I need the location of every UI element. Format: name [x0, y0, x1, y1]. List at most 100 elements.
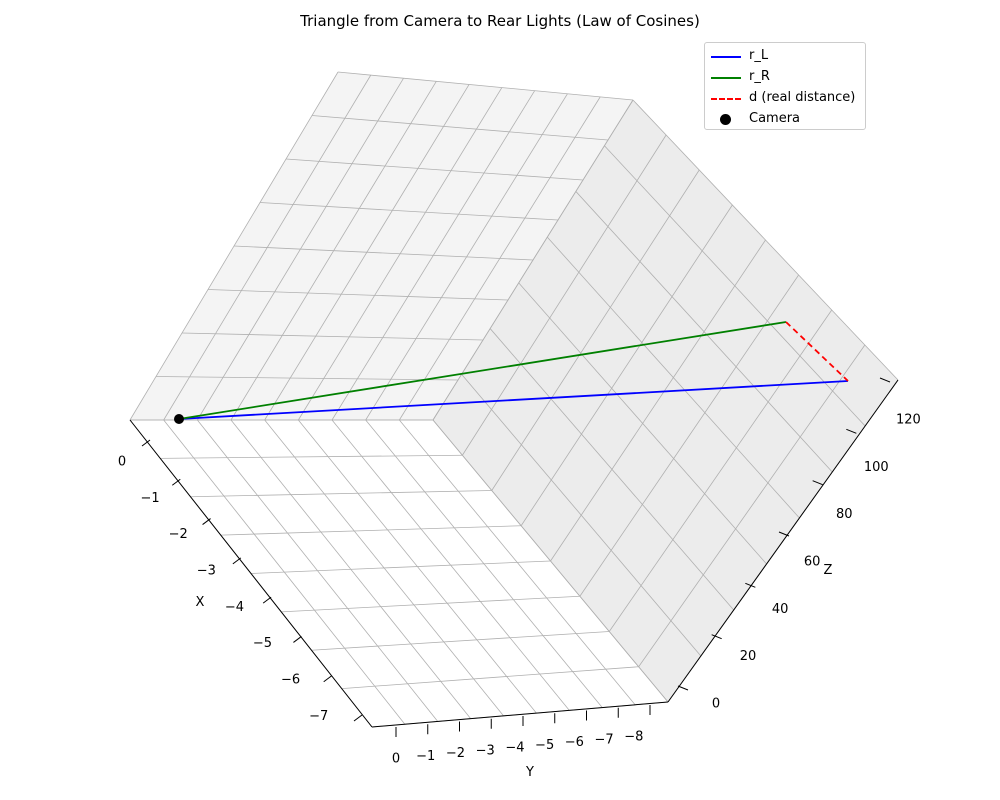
grid-line — [489, 328, 735, 611]
legend-line-swatch — [711, 56, 741, 58]
x-tick-label: −5 — [253, 636, 272, 651]
x-tick-label: −6 — [281, 672, 300, 687]
y-tick-label: 0 — [392, 752, 400, 767]
grid-line — [281, 595, 580, 613]
grid-line — [297, 87, 503, 421]
grid-line — [160, 454, 463, 459]
y-tick-label: −4 — [505, 741, 524, 756]
grid-line — [196, 78, 404, 421]
legend-label: d (real distance) — [749, 90, 856, 105]
grid-line — [632, 99, 899, 381]
series-d-line — [785, 321, 849, 382]
grid-line — [230, 419, 471, 719]
y-tick-label: −8 — [624, 730, 643, 745]
legend-label: r_L — [749, 48, 769, 63]
grid-line — [518, 282, 767, 565]
grid-line — [259, 202, 559, 221]
x-tick-label: −4 — [225, 600, 244, 615]
z-tick-label: 60 — [804, 555, 821, 570]
grid-line — [250, 560, 551, 574]
grid-line — [220, 525, 522, 536]
pane-back-right — [433, 100, 898, 702]
grid-line — [163, 74, 372, 421]
gridlines — [129, 71, 899, 728]
legend-line-swatch — [711, 77, 741, 79]
grid-line — [331, 90, 536, 421]
grid-line — [575, 191, 833, 473]
grid-line — [163, 419, 406, 725]
grid-line — [398, 96, 601, 421]
grid-line — [337, 71, 634, 101]
tick-mark — [202, 518, 211, 525]
z-tick-label: 80 — [836, 507, 853, 522]
grid-line — [341, 666, 639, 690]
grid-line — [546, 236, 800, 519]
tick-marks — [141, 377, 891, 737]
z-tick-label: 40 — [772, 602, 789, 617]
z-axis-line — [667, 379, 899, 703]
grid-line — [491, 169, 700, 491]
grid-line — [365, 93, 568, 421]
grid-line — [233, 245, 534, 261]
z-tick-label: 0 — [712, 697, 720, 712]
series-r-l-line — [178, 380, 849, 420]
x-tick-label: −7 — [309, 709, 328, 724]
y-tick-label: −1 — [416, 749, 435, 764]
grid-line — [365, 419, 603, 708]
grid-line — [311, 631, 610, 651]
legend-item: d (real distance) — [705, 89, 865, 109]
x-tick-label: −2 — [169, 527, 188, 542]
legend-label: Camera — [749, 111, 801, 126]
legend-item: r_R — [705, 68, 865, 88]
grid-line — [190, 490, 492, 498]
tick-mark — [232, 557, 242, 565]
tick-mark — [846, 428, 857, 434]
y-tick-label: −3 — [476, 743, 495, 758]
grid-line — [331, 419, 570, 711]
grid-line — [207, 289, 509, 301]
tick-labels: 0 −1 −2 −3 −4 −5 −6 −7 0 −1 −2 −3 −4 −5 −6 −7 −8 0 20 40 60 8… — [118, 413, 921, 767]
grid-line — [311, 115, 609, 141]
x-axis-label: X — [196, 595, 205, 610]
tick-mark — [879, 377, 891, 383]
legend-line-swatch — [711, 98, 741, 100]
z-tick-label: 20 — [740, 649, 757, 664]
grid-line — [608, 309, 833, 632]
grid-line — [461, 374, 702, 657]
grid-line — [520, 204, 733, 526]
legend-label: r_R — [749, 69, 770, 84]
series-r-r-line — [178, 321, 787, 420]
x-tick-label: −3 — [197, 563, 216, 578]
camera-marker — [174, 414, 184, 424]
grid-line — [579, 274, 799, 597]
y-tick-label: −6 — [565, 735, 584, 750]
pane-back-left — [130, 72, 633, 420]
tick-mark — [171, 478, 181, 486]
grid-line — [399, 419, 636, 706]
grid-line — [285, 158, 584, 181]
x-tick-label: −1 — [141, 491, 160, 506]
grid-line — [550, 239, 766, 562]
grid-line — [298, 419, 537, 714]
grid-line — [129, 71, 339, 421]
tick-mark — [293, 636, 302, 643]
legend-item: Camera — [705, 110, 865, 130]
grid-line — [638, 344, 866, 667]
grid-line — [432, 419, 669, 703]
y-axis-label: Y — [525, 765, 534, 780]
tick-mark — [323, 675, 333, 683]
grid-line — [181, 332, 484, 341]
tick-mark — [262, 596, 272, 604]
tick-mark — [745, 582, 756, 588]
grid-line — [230, 81, 437, 421]
grid-line — [604, 145, 866, 427]
legend-item: r_L — [705, 47, 865, 67]
y-tick-label: −2 — [446, 746, 465, 761]
grid-line — [264, 419, 504, 717]
grid-line — [432, 99, 634, 421]
grid-line — [197, 419, 439, 722]
tick-mark — [141, 439, 151, 447]
x-tick-label: 0 — [118, 455, 126, 470]
